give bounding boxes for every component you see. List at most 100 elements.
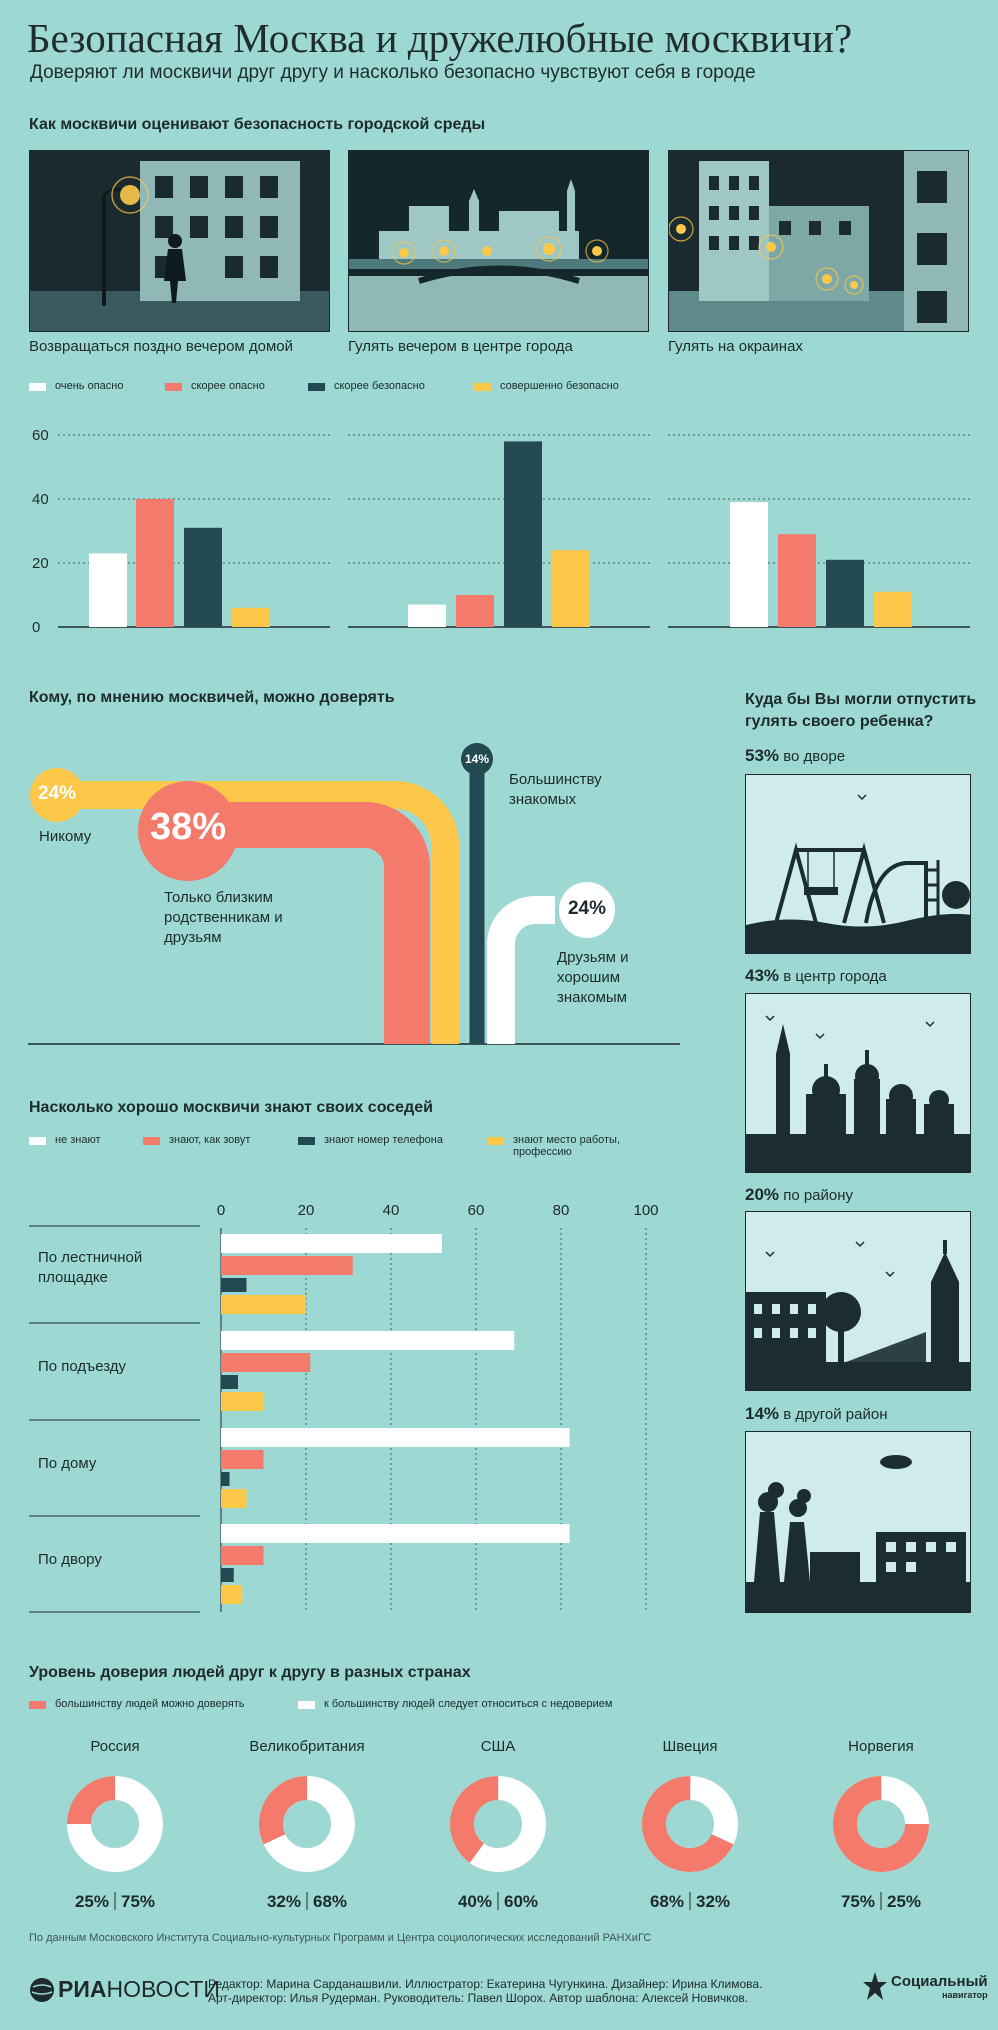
credits: Редактор: Марина Сарданашвили. Иллюстрат… bbox=[208, 1977, 763, 2005]
donut-segment-trust bbox=[833, 1776, 929, 1872]
trust-circle-none bbox=[30, 768, 84, 822]
trust-value-none: 24% bbox=[37, 783, 77, 804]
legend-item: очень опасно bbox=[29, 380, 165, 392]
photo-caption-3: Гулять на окраинах bbox=[668, 338, 803, 355]
trust-circle-acquaint bbox=[461, 743, 493, 775]
bar-1-0 bbox=[408, 604, 446, 627]
legend-item: скорее опасно bbox=[165, 380, 308, 392]
photo-outskirts bbox=[668, 150, 969, 332]
hbar-2-3 bbox=[221, 1489, 247, 1508]
illustration-playground bbox=[745, 774, 971, 954]
hbar-0-3 bbox=[221, 1295, 306, 1314]
countries-donut-charts: Россия 25% 75% Великобритания 32% 68% США 40% 60… bbox=[67, 1738, 929, 1911]
hbar-1-3 bbox=[221, 1392, 264, 1411]
bar-2-0 bbox=[730, 502, 768, 627]
legend-item: знают номер телефона bbox=[298, 1134, 487, 1158]
bar-0-3 bbox=[232, 607, 270, 627]
illustration-other-district bbox=[745, 1431, 971, 1613]
safety-bar-chart: 0 20 40 60 bbox=[32, 427, 970, 636]
legend-item: знают, как зовут bbox=[143, 1134, 298, 1158]
trust-heading: Кому, по мнению москвичей, можно доверят… bbox=[29, 689, 395, 706]
bar-1-2 bbox=[504, 441, 542, 627]
safety-legend: очень опасно скорее опасно скорее безопа… bbox=[29, 380, 729, 392]
photo-home-late bbox=[29, 150, 330, 332]
hbar-1-0 bbox=[221, 1331, 515, 1350]
legend-item: скорее безопасно bbox=[308, 380, 474, 392]
country-name: Россия bbox=[90, 1738, 139, 1755]
hbar-0-2 bbox=[221, 1278, 247, 1292]
trust-diagram bbox=[28, 743, 680, 1045]
child-heading: Куда бы Вы могли отпустить гулять своего… bbox=[745, 691, 977, 730]
y-tick-label: 20 bbox=[32, 555, 49, 572]
neighbors-heading: Насколько хорошо москвичи знают своих со… bbox=[29, 1099, 433, 1116]
bar-1-1 bbox=[456, 595, 494, 627]
legend-item: не знают bbox=[29, 1134, 143, 1158]
donut-label-trust: 32% bbox=[267, 1892, 301, 1911]
y-tick-label: 40 bbox=[32, 491, 49, 508]
trust-value-acquaint: 14% bbox=[464, 752, 490, 766]
ria-globe-icon bbox=[30, 1977, 54, 2002]
trust-value-close: 38% bbox=[149, 806, 227, 848]
legend-item: к большинству людей следует относиться с… bbox=[298, 1698, 658, 1710]
legend-item: знают место работы, профессию bbox=[487, 1134, 637, 1158]
bar-2-1 bbox=[778, 534, 816, 627]
illustration-city-center bbox=[745, 993, 971, 1173]
hbar-3-3 bbox=[221, 1585, 243, 1604]
bar-2-2 bbox=[826, 559, 864, 627]
neighbors-bar-chart: 0 20 40 60 80 100 По лестничной площадке По подъ… bbox=[29, 1202, 659, 1613]
donut-label-trust: 68% bbox=[650, 1892, 684, 1911]
bar-0-0 bbox=[89, 553, 127, 627]
countries-legend: большинству людей можно доверять к больш… bbox=[29, 1698, 729, 1710]
y-tick-label: 60 bbox=[32, 427, 49, 444]
donut-segment-trust bbox=[259, 1776, 356, 1872]
photo-caption-2: Гулять вечером в центре города bbox=[348, 338, 573, 355]
donut-label-distrust: 60% bbox=[504, 1892, 538, 1911]
navigator-star-icon bbox=[863, 1972, 887, 2000]
bar-1-3 bbox=[552, 550, 590, 627]
page-title: Безопасная Москва и дружелюбные москвичи… bbox=[27, 15, 853, 61]
bar-2-3 bbox=[874, 591, 912, 627]
donut-label-distrust: 32% bbox=[696, 1892, 730, 1911]
hbar-2-1 bbox=[221, 1450, 264, 1469]
child-item-district: 20% по району bbox=[745, 1185, 854, 1204]
trust-circle-close bbox=[138, 781, 238, 881]
countries-heading: Уровень доверия людей друг к другу в раз… bbox=[29, 1664, 471, 1681]
category-label: По лестничной площадке bbox=[38, 1249, 142, 1286]
trust-label-friends: Друзьям и хорошим знакомым bbox=[557, 949, 629, 1006]
x-tick-label: 60 bbox=[468, 1202, 485, 1219]
country-name: США bbox=[481, 1738, 516, 1755]
x-tick-label: 80 bbox=[553, 1202, 570, 1219]
y-tick-label: 0 bbox=[32, 619, 40, 636]
hbar-1-1 bbox=[221, 1353, 311, 1372]
donut-segment-trust bbox=[67, 1776, 163, 1872]
hbar-3-0 bbox=[221, 1524, 570, 1543]
trust-value-friends: 24% bbox=[567, 898, 607, 919]
bar-0-1 bbox=[136, 499, 174, 627]
trust-circle-friends bbox=[559, 882, 615, 938]
donut-label-distrust: 75% bbox=[121, 1892, 155, 1911]
donut-label-distrust: 68% bbox=[313, 1892, 347, 1911]
donut-label-distrust: 25% bbox=[887, 1892, 921, 1911]
neighbors-legend: не знают знают, как зовут знают номер те… bbox=[29, 1134, 709, 1158]
category-label: По подъезду bbox=[38, 1358, 127, 1375]
category-label: По двору bbox=[38, 1551, 102, 1568]
illustration-district bbox=[745, 1211, 971, 1391]
child-item-other-district: 14% в другой район bbox=[745, 1404, 888, 1423]
country-name: Великобритания bbox=[249, 1738, 364, 1755]
hbar-0-0 bbox=[221, 1234, 442, 1253]
legend-item: большинству людей можно доверять bbox=[29, 1698, 298, 1710]
hbar-3-2 bbox=[221, 1568, 234, 1582]
trust-label-acquaint: Большинству знакомых bbox=[509, 771, 602, 808]
photo-caption-1: Возвращаться поздно вечером домой bbox=[29, 338, 294, 355]
category-label: По дому bbox=[38, 1455, 97, 1472]
ria-logo: РИА НОВОСТИ bbox=[29, 1976, 220, 2003]
hbar-2-2 bbox=[221, 1472, 230, 1486]
trust-label-none: Никому bbox=[39, 828, 92, 845]
donut-label-trust: 25% bbox=[75, 1892, 109, 1911]
trust-label-close: Только близким родственникам и друзьям bbox=[164, 889, 283, 946]
social-navigator-logo: Социальный навигатор bbox=[862, 1970, 988, 2004]
child-item-yard: 53% во дворе bbox=[745, 746, 846, 765]
child-item-center: 43% в центр города bbox=[745, 966, 887, 985]
x-tick-label: 100 bbox=[633, 1202, 658, 1219]
page-subtitle: Доверяют ли москвичи друг другу и наскол… bbox=[30, 62, 756, 83]
